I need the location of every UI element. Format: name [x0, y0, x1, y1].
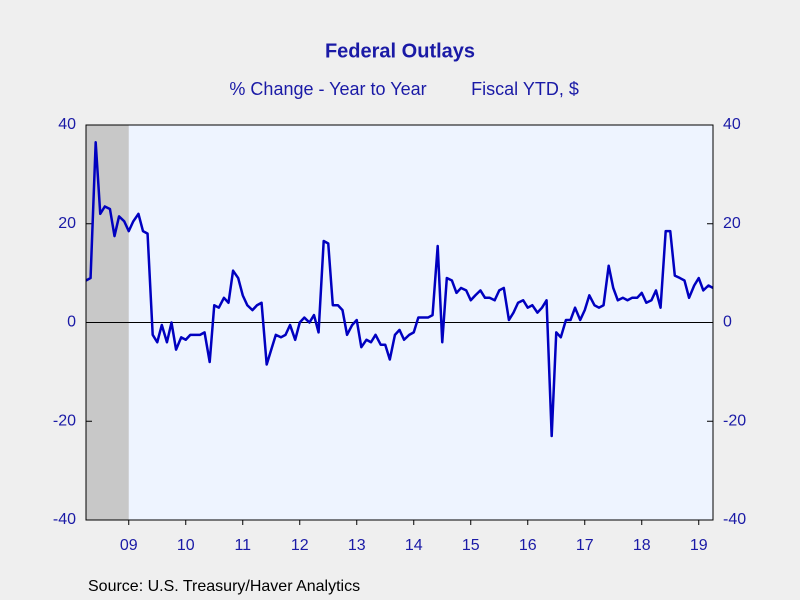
- x-tick-label: 13: [348, 537, 366, 554]
- subtitle: % Change - Year to Year: [229, 79, 426, 99]
- x-tick-label: 12: [291, 537, 309, 554]
- data-line: [85, 141, 714, 438]
- x-tick-label: 15: [462, 537, 480, 554]
- x-tick-label: 11: [234, 537, 251, 554]
- x-tick-label: 19: [690, 537, 708, 554]
- x-tick-label: 18: [633, 537, 651, 554]
- y-tick-label: 40: [58, 116, 76, 133]
- y-tick-label: 0: [67, 314, 76, 331]
- y2-tick-label: 0: [723, 314, 732, 331]
- y-tick-label: -40: [53, 511, 76, 528]
- source: Source: U.S. Treasury/Haver Analytics: [88, 578, 360, 595]
- y2-tick-label: 40: [723, 116, 741, 133]
- y-tick-label: -20: [53, 412, 76, 429]
- x-tick-label: 17: [576, 537, 594, 554]
- subtitle: Fiscal YTD, $: [471, 79, 579, 99]
- chart-title: Federal Outlays: [325, 40, 475, 62]
- plot-frame: [85, 124, 714, 521]
- y2-tick-label: 20: [723, 215, 741, 232]
- x-tick-label: 16: [519, 537, 537, 554]
- x-tick-label: 09: [120, 537, 138, 554]
- x-tick-label: 14: [405, 537, 423, 554]
- y2-tick-label: -20: [723, 412, 746, 429]
- y2-tick-label: -40: [723, 511, 746, 528]
- y-tick-label: 20: [58, 215, 76, 232]
- x-tick-label: 10: [177, 537, 195, 554]
